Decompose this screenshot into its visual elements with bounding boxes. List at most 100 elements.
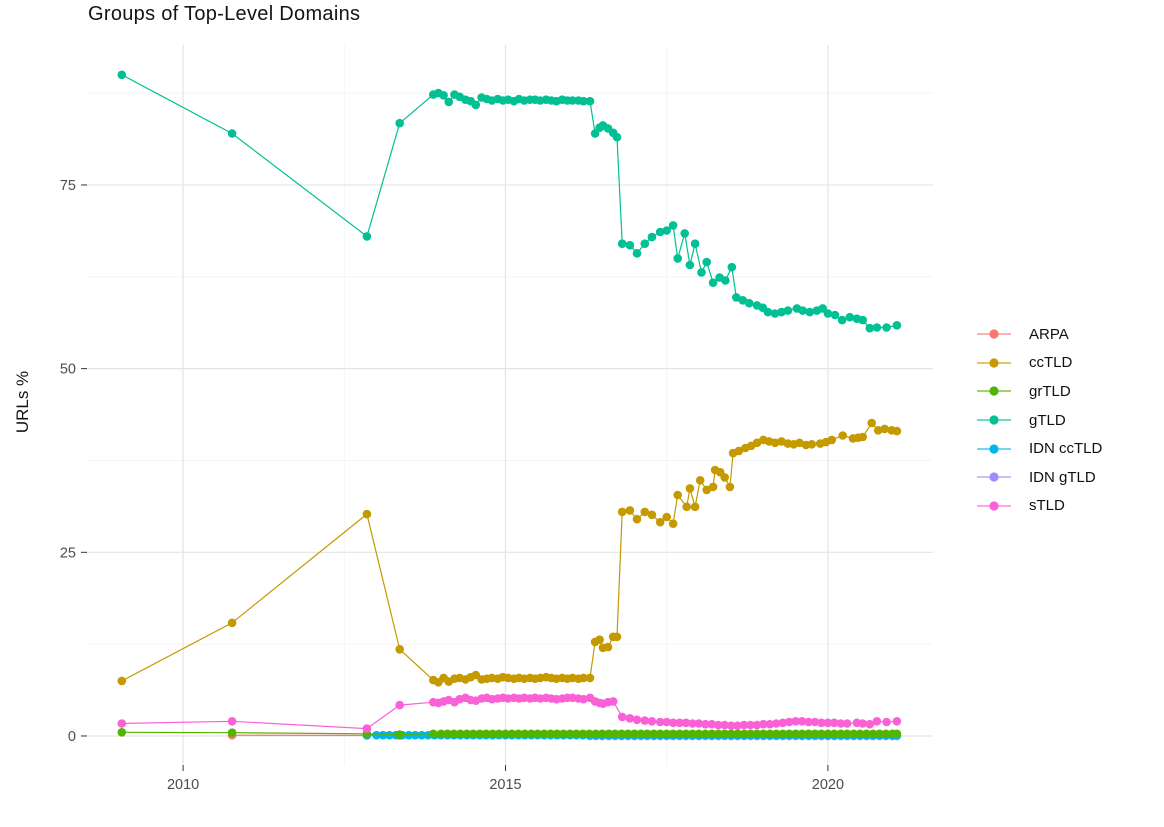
data-point-gtld — [568, 96, 577, 105]
data-point-gtld — [727, 262, 737, 272]
data-point-gtld — [830, 310, 840, 320]
data-point-stld — [675, 718, 684, 728]
data-point-grtld — [849, 729, 858, 739]
data-point-stld — [836, 719, 846, 728]
data-point-grtld — [514, 729, 523, 739]
data-point-grtld — [681, 729, 691, 739]
data-point-stld — [617, 712, 627, 722]
data-point-grtld — [688, 729, 697, 739]
data-point-gtld — [439, 91, 448, 100]
data-point-grtld — [836, 729, 846, 739]
data-point-grtld — [739, 729, 749, 739]
data-point-grtld — [842, 729, 852, 739]
data-point-grtld — [546, 729, 555, 739]
y-tick-label: 50 — [60, 362, 76, 378]
data-point-idn-cctld — [372, 730, 381, 740]
data-point-gtld — [444, 97, 454, 107]
data-point-stld — [882, 717, 891, 727]
x-tick-label: 2020 — [812, 777, 844, 793]
data-point-grtld — [578, 729, 588, 739]
data-point-stld — [797, 717, 807, 726]
data-point-cctld — [647, 510, 657, 520]
data-point-cctld — [795, 438, 804, 448]
data-point-gtld — [690, 239, 700, 248]
data-point-grtld — [733, 729, 742, 739]
legend-item: ccTLD — [977, 349, 1102, 378]
data-point-gtld — [362, 232, 372, 241]
data-point-grtld — [591, 729, 601, 739]
legend-key-icon — [977, 329, 1011, 339]
data-point-grtld — [501, 729, 510, 739]
data-point-gtld — [647, 232, 657, 242]
legend-key-icon — [977, 415, 1011, 425]
data-point-stld — [746, 720, 755, 730]
data-point-stld — [817, 718, 826, 728]
legend-key-icon — [977, 386, 1011, 397]
data-point-stld — [733, 721, 742, 730]
data-point-grtld — [765, 729, 775, 739]
data-point-grtld — [623, 729, 633, 739]
data-point-grtld — [726, 729, 736, 739]
data-point-cctld — [682, 502, 691, 512]
data-point-stld — [791, 717, 800, 726]
data-point-gtld — [227, 129, 237, 138]
data-point-gtld — [708, 278, 718, 288]
legend-item-label: gTLD — [1029, 411, 1066, 429]
data-point-gtld — [662, 226, 671, 235]
data-point-gtld — [625, 240, 635, 250]
data-point-grtld — [791, 729, 800, 739]
data-point-grtld — [649, 729, 659, 739]
data-point-grtld — [429, 729, 438, 739]
data-point-idn-cctld — [410, 730, 420, 740]
data-point-stld — [662, 717, 671, 727]
x-tick-label: 2015 — [489, 777, 521, 793]
data-point-cctld — [873, 426, 883, 435]
data-point-stld — [688, 719, 697, 728]
y-tick-label: 0 — [68, 729, 76, 745]
data-point-cctld — [227, 618, 237, 628]
data-point-stld — [707, 719, 717, 729]
data-point-gtld — [471, 100, 481, 110]
data-point-stld — [647, 717, 657, 726]
data-point-gtld — [845, 312, 855, 322]
data-point-cctld — [603, 642, 613, 652]
series-line-gtld — [121, 74, 898, 329]
data-point-gtld — [872, 323, 882, 332]
data-point-grtld — [565, 729, 575, 739]
data-point-gtld — [640, 239, 650, 248]
data-point-gtld — [837, 315, 847, 325]
legend-key-icon — [977, 358, 1011, 368]
data-point-gtld — [632, 249, 642, 258]
data-point-grtld — [520, 729, 530, 739]
x-tick-label: 2010 — [167, 777, 199, 793]
data-point-grtld — [630, 729, 639, 739]
data-point-cctld — [612, 632, 622, 642]
data-point-gtld — [702, 257, 711, 267]
chart-title: Groups of Top-Level Domains — [88, 3, 361, 25]
data-point-grtld — [468, 729, 478, 739]
data-point-stld — [778, 718, 788, 728]
data-point-grtld — [707, 729, 717, 739]
data-point-grtld — [759, 729, 768, 739]
data-point-gtld — [858, 315, 867, 325]
data-point-grtld — [778, 729, 788, 739]
data-point-gtld — [882, 323, 891, 332]
data-point-stld — [701, 719, 710, 729]
data-point-grtld — [701, 729, 710, 739]
data-point-grtld — [830, 729, 839, 739]
data-point-stld — [681, 718, 691, 728]
data-point-idn-cctld — [404, 730, 414, 740]
data-point-stld — [804, 717, 813, 727]
legend-item-label: IDN gTLD — [1029, 468, 1096, 486]
data-point-cctld — [632, 514, 642, 524]
data-point-stld — [694, 719, 704, 728]
legend-item-label: IDN ccTLD — [1029, 440, 1103, 458]
data-point-cctld — [690, 502, 700, 512]
data-point-cctld — [720, 473, 729, 482]
data-point-gtld — [783, 306, 793, 315]
data-point-gtld — [823, 309, 833, 318]
data-point-gtld — [770, 309, 780, 318]
data-point-gtld — [805, 307, 815, 317]
data-point-stld — [227, 717, 237, 726]
data-point-gtld — [668, 221, 678, 230]
